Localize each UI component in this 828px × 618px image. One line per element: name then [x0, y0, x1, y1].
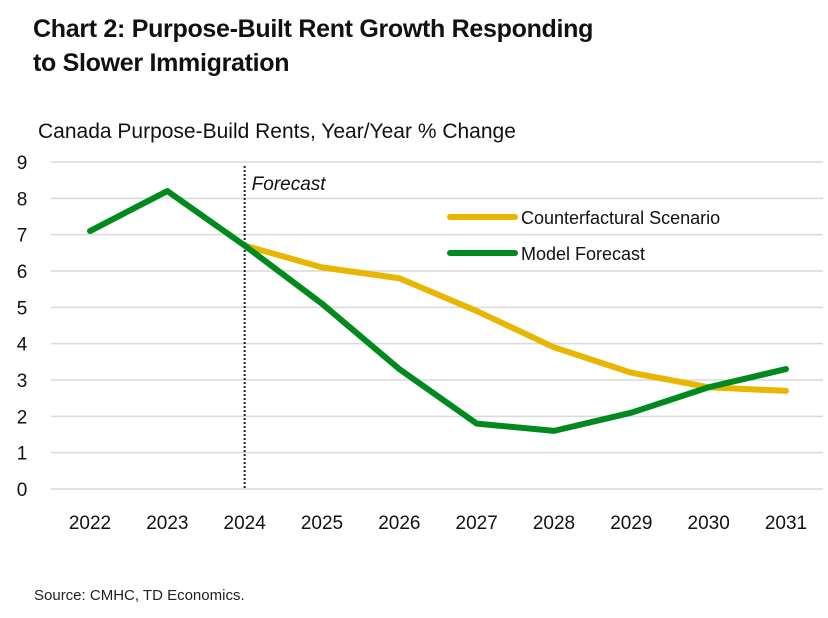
x-axis-ticks: 2022 2023 2024 2025 2026 2027 2028 2029 2030 2031	[69, 513, 807, 534]
y-tick-label: 5	[17, 298, 28, 319]
x-tick-label: 2030	[688, 513, 730, 534]
y-tick-label: 1	[17, 444, 28, 465]
forecast-annotation: Forecast	[252, 174, 327, 195]
legend-label: Counterfactural Scenario	[521, 208, 720, 228]
y-tick-label: 4	[17, 335, 28, 356]
y-axis-ticks: 0 1 2 3 4 5 6 7 8 9	[17, 153, 28, 501]
x-tick-label: 2027	[456, 513, 498, 534]
x-tick-label: 2028	[533, 513, 575, 534]
chart-subtitle: Canada Purpose-Build Rents, Year/Year % …	[38, 120, 516, 143]
y-tick-label: 0	[17, 480, 28, 501]
legend: Counterfactural Scenario Model Forecast	[447, 208, 720, 264]
x-tick-label: 2023	[146, 513, 188, 534]
y-tick-label: 2	[17, 407, 28, 428]
x-tick-label: 2026	[378, 513, 420, 534]
chart-title: Chart 2: Purpose-Built Rent Growth Respo…	[33, 12, 593, 80]
x-tick-label: 2022	[69, 513, 111, 534]
series-line-model-forecast	[87, 188, 789, 434]
gridlines	[51, 161, 823, 490]
y-tick-label: 3	[17, 371, 28, 392]
legend-label: Model Forecast	[521, 244, 645, 264]
x-tick-label: 2025	[301, 513, 343, 534]
y-tick-label: 9	[17, 153, 28, 174]
data-series	[87, 188, 789, 434]
x-tick-label: 2024	[224, 513, 267, 534]
chart-title-line1: Chart 2: Purpose-Built Rent Growth Respo…	[33, 15, 594, 43]
y-tick-label: 8	[17, 189, 28, 210]
x-tick-label: 2029	[610, 513, 652, 534]
y-tick-label: 7	[17, 226, 28, 247]
source-note: Source: CMHC, TD Economics.	[34, 587, 245, 604]
series-line-counterfactural-scenario	[241, 242, 789, 394]
y-tick-label: 6	[17, 262, 28, 283]
x-tick-label: 2031	[765, 513, 807, 534]
chart-title-line2: to Slower Immigration	[33, 49, 290, 77]
